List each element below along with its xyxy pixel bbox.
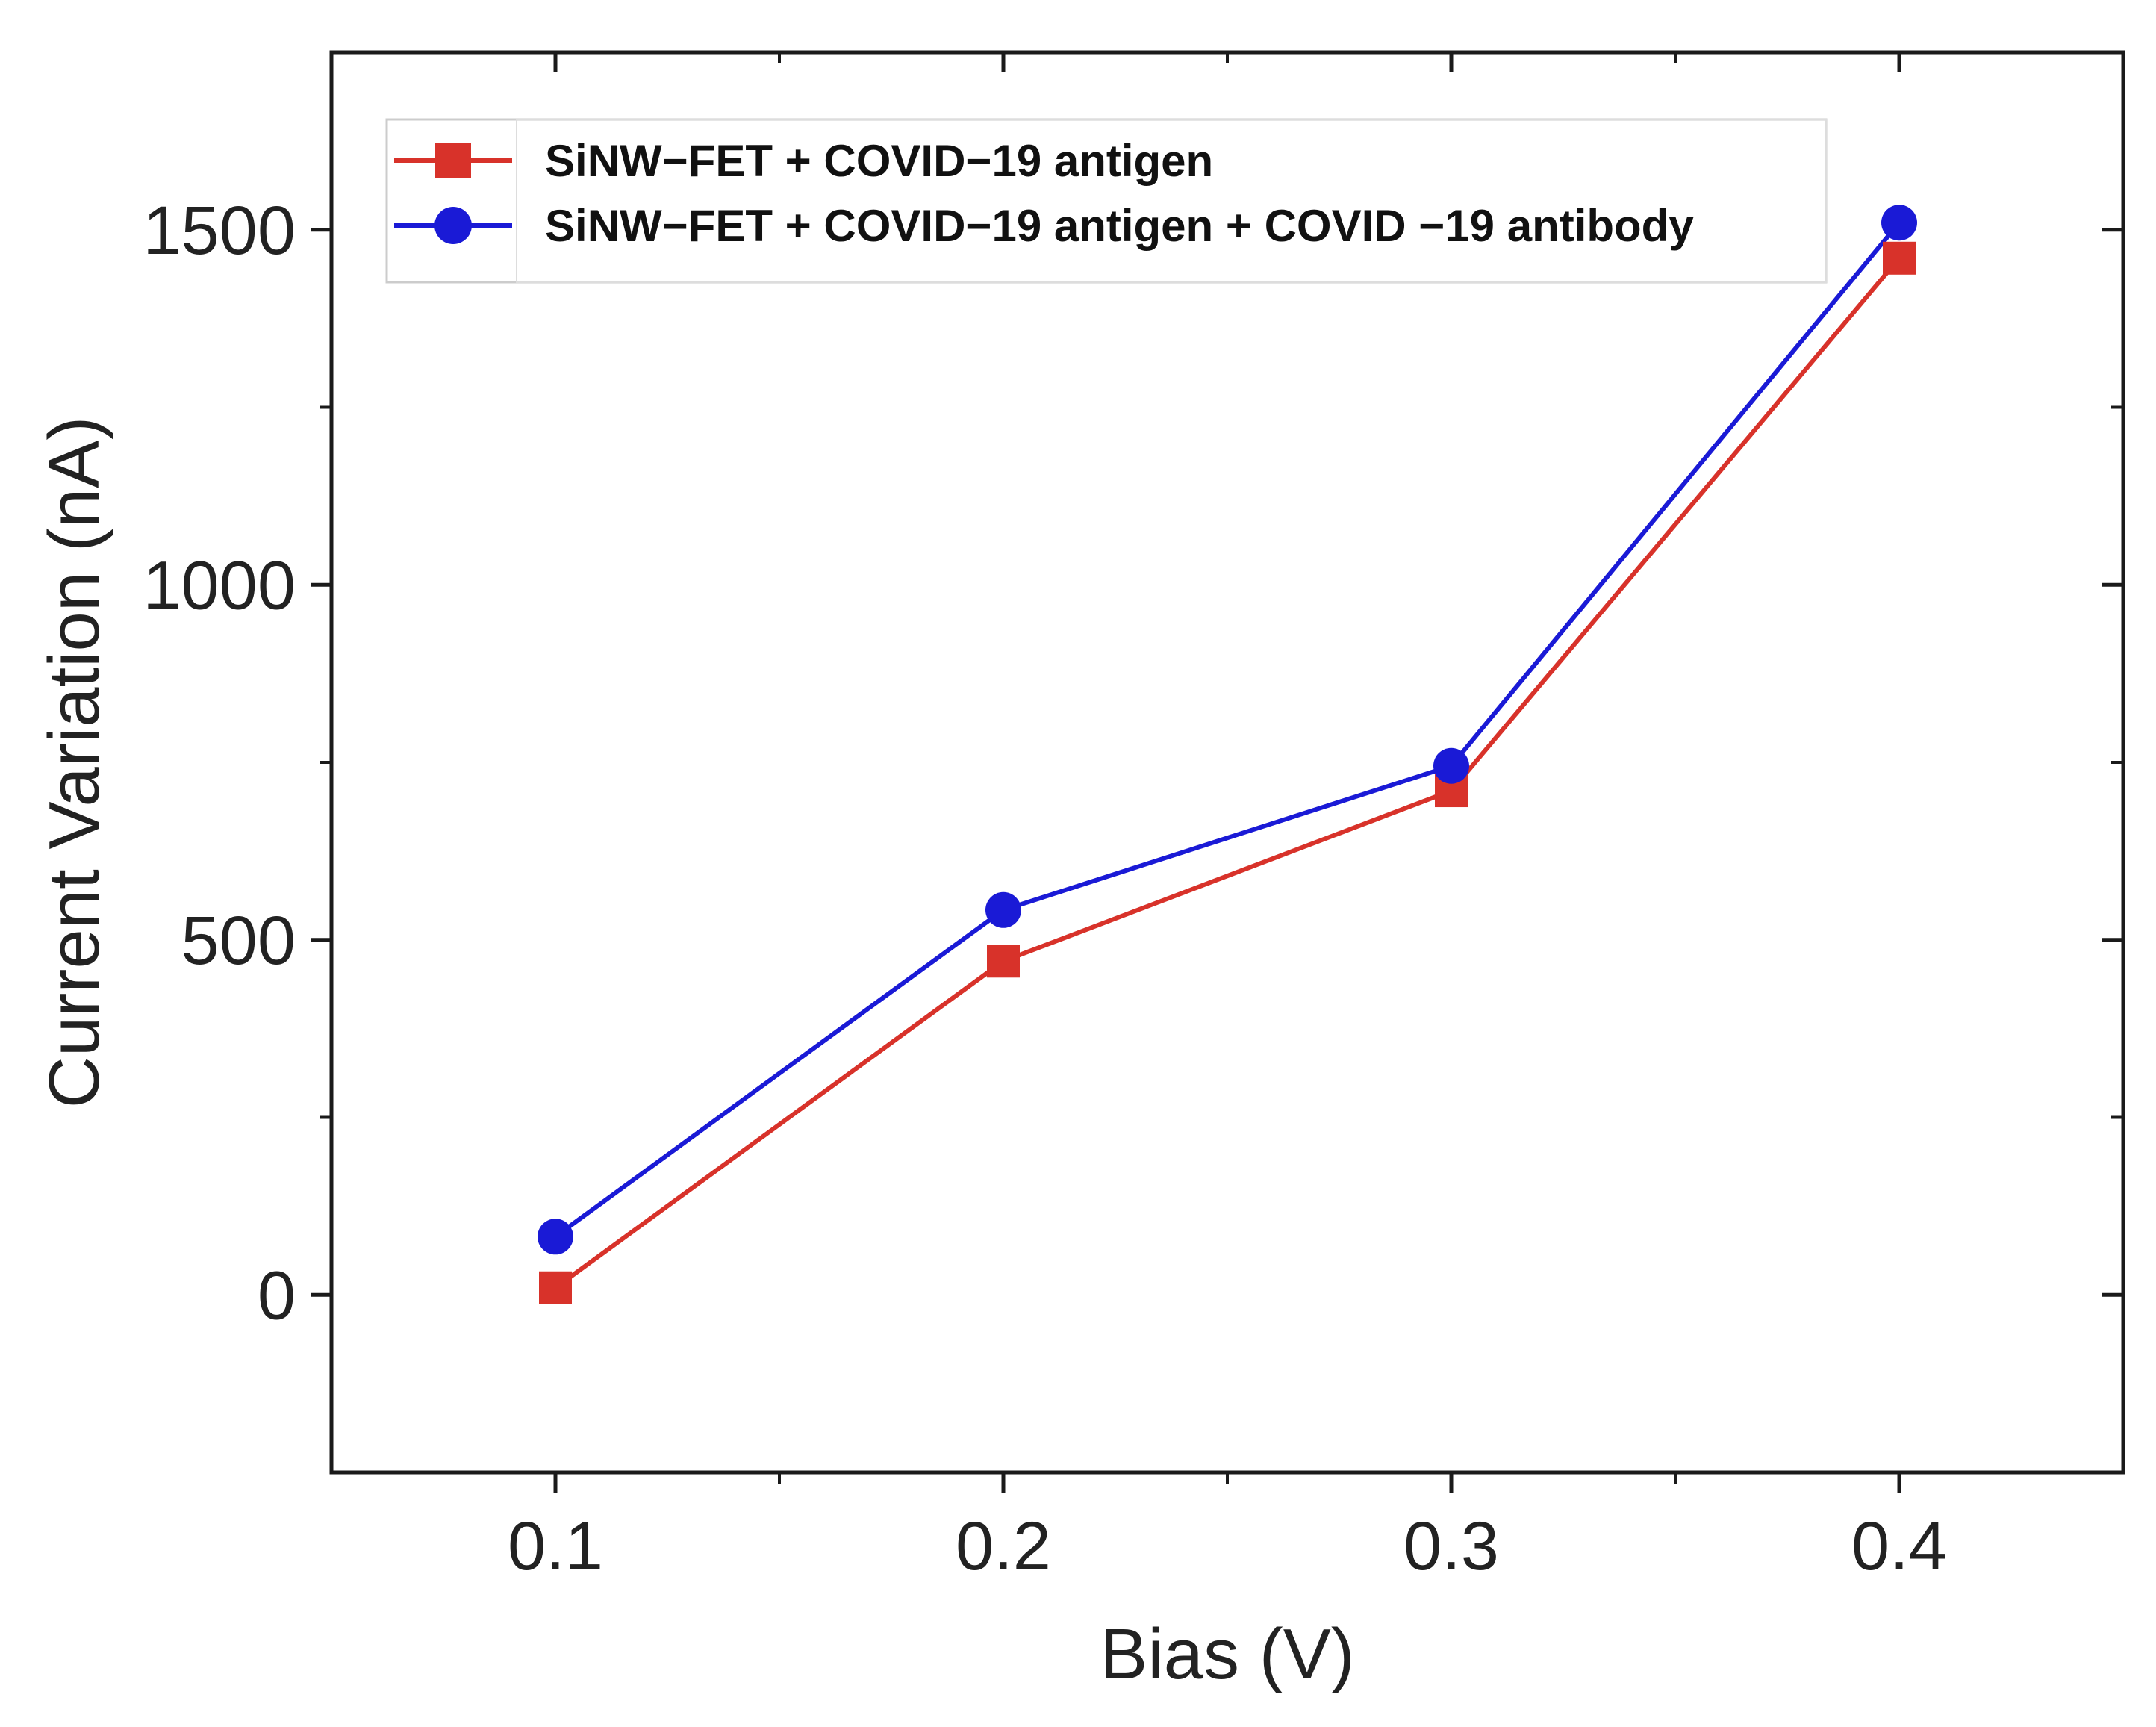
y-tick-label: 500 — [181, 903, 296, 979]
x-axis-title: Bias (V) — [1100, 1614, 1354, 1694]
x-tick-label: 0.3 — [1403, 1508, 1499, 1584]
legend: SiNW−FET + COVID−19 antigen SiNW−FET + C… — [385, 118, 1828, 284]
series-line-2 — [554, 221, 1901, 1239]
tick-labels: 0.1 0.2 0.3 0.4 0 500 1000 1500 — [143, 193, 1947, 1584]
plot-frame — [329, 50, 2125, 1475]
series-lines — [554, 221, 1901, 1290]
data-point-circle — [538, 1219, 573, 1255]
data-point-circle — [1881, 205, 1917, 241]
y-axis-title: Current Variation (nA) — [34, 417, 114, 1109]
legend-box — [385, 118, 1828, 284]
y-tick-label: 1000 — [143, 547, 296, 623]
y-tick-label: 0 — [258, 1257, 296, 1334]
series-line-1 — [554, 256, 1901, 1290]
data-point-square — [987, 945, 1020, 978]
legend-label-antibody: SiNW−FET + COVID−19 antigen + COVID −19 … — [545, 201, 1694, 251]
legend-label-antigen: SiNW−FET + COVID−19 antigen — [545, 136, 1213, 186]
x-tick-label: 0.1 — [508, 1508, 603, 1584]
legend-marker-antibody — [434, 207, 472, 244]
y-tick-label: 1500 — [143, 193, 296, 269]
data-point-square — [539, 1271, 572, 1304]
data-point-circle — [985, 891, 1021, 928]
x-tick-label: 0.2 — [956, 1508, 1051, 1584]
axis-ticks — [311, 52, 2123, 1493]
data-point-circle — [1433, 747, 1469, 784]
legend-label-area — [516, 119, 1827, 283]
series-markers — [538, 205, 1917, 1304]
data-point-square — [1883, 241, 1916, 275]
x-tick-label: 0.4 — [1851, 1508, 1947, 1584]
legend-marker-antigen — [435, 143, 471, 178]
